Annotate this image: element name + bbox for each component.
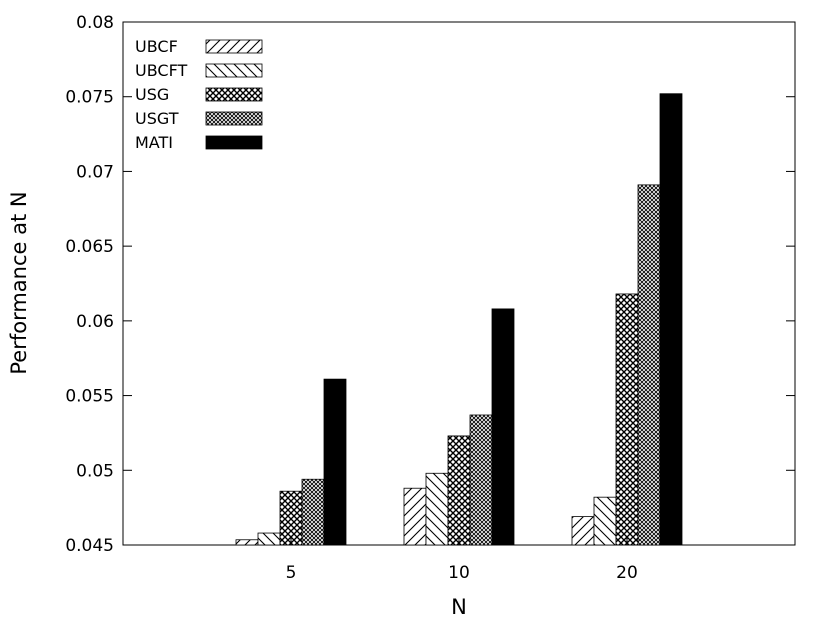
- bar-ubcf-5: [235, 539, 259, 546]
- legend-swatch-ubcft: [205, 63, 263, 78]
- x-tick-label: 5: [286, 563, 297, 583]
- y-tick-label: 0.08: [76, 13, 114, 33]
- legend-swatch-usg: [205, 87, 263, 102]
- y-tick-label: 0.07: [76, 162, 114, 182]
- y-axis: 0.045 0.05 0.055 0.06 0.065 0.07 0.075 0.08: [65, 13, 795, 556]
- legend-label-ubcft: UBCFT: [135, 61, 188, 80]
- y-tick-label: 0.055: [65, 387, 114, 407]
- y-tick-label: 0.075: [65, 88, 114, 108]
- x-axis-title: N: [451, 595, 467, 619]
- legend-label-usgt: USGT: [135, 109, 179, 128]
- bar-ubcft-10: [425, 472, 449, 546]
- bar-usgt-20: [637, 184, 661, 546]
- bar-usg-20: [615, 293, 639, 546]
- bar-ubcft-20: [593, 496, 617, 546]
- legend: UBCF UBCFT USG USGT MATI: [135, 37, 263, 152]
- bar-mati-5: [323, 378, 347, 546]
- legend-swatch-mati: [205, 135, 263, 150]
- y-axis-title: Performance at N: [7, 191, 31, 374]
- x-tick-label: 20: [616, 563, 638, 583]
- x-axis: 5 10 20: [286, 536, 638, 583]
- y-tick-label: 0.045: [65, 536, 114, 556]
- y-tick-label: 0.065: [65, 237, 114, 257]
- bar-mati-20: [659, 93, 683, 546]
- bar-ubcf-10: [403, 487, 427, 546]
- legend-label-mati: MATI: [135, 133, 173, 152]
- bar-usg-10: [447, 435, 471, 546]
- legend-label-usg: USG: [135, 85, 169, 104]
- legend-swatch-usgt: [205, 111, 263, 126]
- bar-usgt-10: [469, 414, 493, 546]
- bar-usgt-5: [301, 478, 325, 546]
- bars-group: [235, 93, 683, 546]
- bar-ubcft-5: [257, 532, 281, 546]
- x-tick-label: 10: [448, 563, 470, 583]
- bar-ubcf-20: [571, 516, 595, 546]
- y-tick-label: 0.05: [76, 461, 114, 481]
- legend-swatch-ubcf: [205, 39, 263, 54]
- bar-mati-10: [491, 308, 515, 546]
- y-tick-label: 0.06: [76, 312, 114, 332]
- legend-label-ubcf: UBCF: [135, 37, 178, 56]
